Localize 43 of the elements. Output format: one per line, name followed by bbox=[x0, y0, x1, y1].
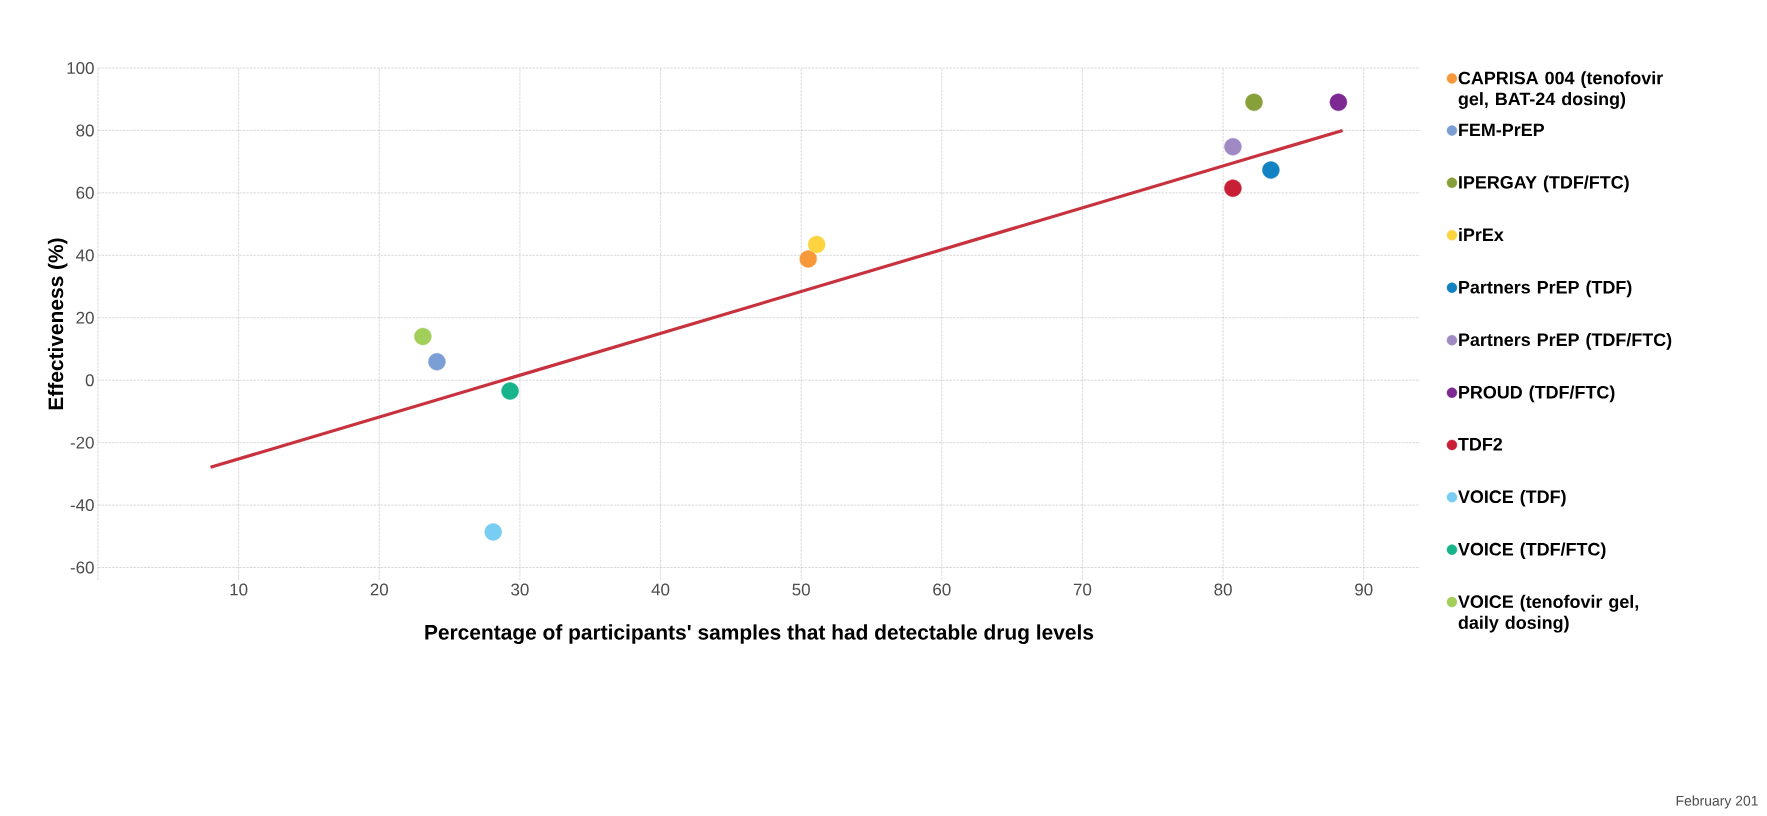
point bbox=[501, 382, 519, 400]
x-tick-label: 20 bbox=[370, 583, 389, 596]
x-tick-label: 50 bbox=[792, 583, 810, 596]
point bbox=[1329, 93, 1348, 112]
legend-label: VOICE (TDF/FTC) bbox=[1458, 542, 1606, 560]
point bbox=[1224, 179, 1242, 197]
x-tick-label: 60 bbox=[933, 583, 951, 596]
point bbox=[428, 353, 446, 371]
legend-label: IPERGAY (TDF/FTC) bbox=[1459, 175, 1629, 193]
point bbox=[807, 235, 826, 254]
x-tick-label: 90 bbox=[1355, 583, 1373, 596]
y-tick-label: 20 bbox=[76, 311, 94, 324]
x-tick-label: 70 bbox=[1073, 583, 1092, 596]
x-axis-title: Percentage of participants' samples that had detectable drug levels bbox=[425, 624, 1094, 644]
y-tick-label: 60 bbox=[76, 186, 94, 199]
y-tick-label: 80 bbox=[76, 124, 94, 137]
legend-label: VOICE (tenofovir gel, daily dosing) bbox=[1458, 594, 1639, 633]
legend-label: TDF2 bbox=[1458, 437, 1503, 451]
point bbox=[1262, 161, 1280, 179]
legend-label: CAPRISA 004 (tenofovir gel, BAT-24 dosing) bbox=[1458, 71, 1663, 109]
point bbox=[799, 250, 817, 268]
x-tick-label: 80 bbox=[1214, 583, 1232, 596]
y-axis-title: Effectiveness (%) bbox=[47, 238, 68, 410]
text: February 201 bbox=[1676, 795, 1758, 809]
y-tick-label: -20 bbox=[70, 436, 94, 449]
legend-label: FEM-PrEP bbox=[1459, 123, 1545, 136]
legend-label: Partners PrEP (TDF/FTC) bbox=[1459, 332, 1672, 350]
point bbox=[484, 523, 502, 541]
y-tick-label: 40 bbox=[76, 249, 94, 262]
point bbox=[1245, 93, 1263, 112]
legend-label: Partners PrEP (TDF) bbox=[1459, 280, 1632, 298]
y-tick-label: 0 bbox=[85, 374, 94, 387]
y-tick-label: -60 bbox=[70, 561, 94, 574]
x-tick-label: 40 bbox=[651, 583, 670, 596]
legend-label: PROUD (TDF/FTC) bbox=[1459, 385, 1615, 403]
y-tick-label: -40 bbox=[70, 499, 94, 512]
point bbox=[414, 327, 432, 346]
x-tick-label: 30 bbox=[511, 583, 529, 596]
legend-label: VOICE (TDF) bbox=[1458, 489, 1566, 507]
legend-label: iPrEx bbox=[1459, 227, 1504, 241]
x-tick-label: 10 bbox=[230, 583, 248, 596]
y-tick-label: 100 bbox=[67, 61, 94, 74]
point bbox=[1224, 137, 1242, 156]
